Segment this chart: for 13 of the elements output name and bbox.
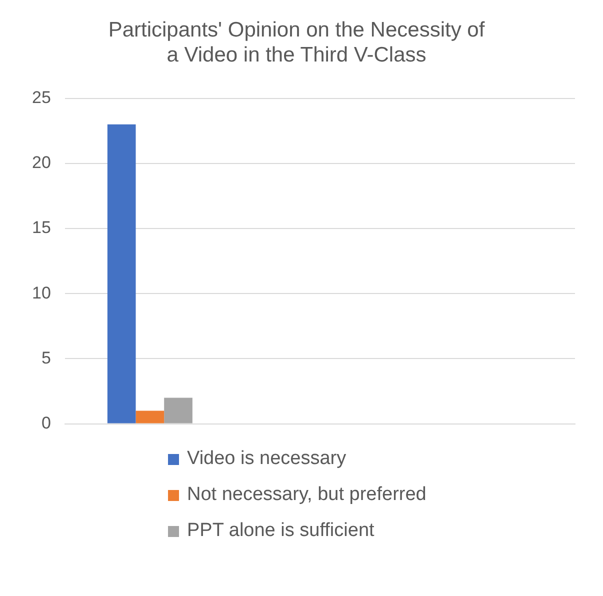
y-tick-label: 0: [41, 413, 51, 432]
chart-title: Participants' Opinion on the Necessity of a Video in the Third V-Class: [108, 18, 485, 67]
legend-label: PPT alone is sufficient: [187, 520, 374, 542]
y-tick-label: 25: [32, 88, 51, 108]
y-tick-label: 5: [41, 348, 51, 368]
y-tick-label: 15: [32, 218, 51, 238]
bar: [164, 398, 192, 424]
bar: [107, 124, 136, 424]
y-tick-label: 20: [32, 153, 51, 172]
bar: [136, 410, 164, 424]
legend-label: Video is necessary: [187, 448, 346, 470]
legend-label: Not necessary, but preferred: [187, 484, 426, 506]
y-tick-label: 10: [32, 283, 51, 302]
